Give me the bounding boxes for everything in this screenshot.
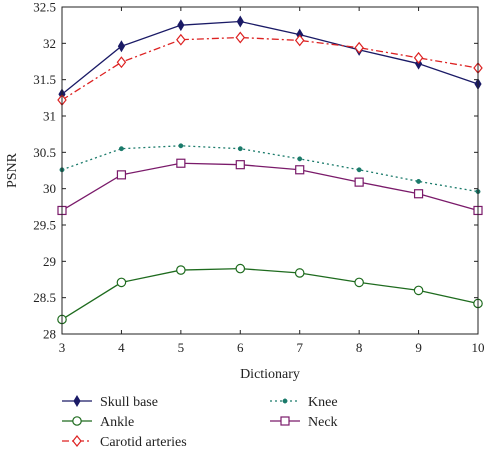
y-tick-label: 30 bbox=[43, 181, 56, 196]
series-neck bbox=[57, 158, 483, 216]
series-line bbox=[61, 267, 479, 321]
y-axis-label: PSNR bbox=[5, 152, 20, 188]
legend-marker bbox=[280, 416, 290, 426]
legend-label: Carotid arteries bbox=[100, 435, 187, 450]
data-point bbox=[118, 146, 124, 152]
data-point bbox=[297, 156, 303, 162]
series-ankle bbox=[57, 263, 483, 325]
legend-item: Carotid arteries bbox=[62, 435, 187, 450]
data-point bbox=[116, 170, 127, 180]
legend-item: Skull base bbox=[62, 395, 158, 410]
data-point bbox=[235, 31, 246, 44]
plot-area bbox=[57, 15, 483, 325]
series-line bbox=[61, 162, 479, 212]
x-tick-label: 6 bbox=[237, 340, 244, 355]
plot-frame bbox=[61, 6, 479, 335]
data-point bbox=[176, 158, 186, 168]
x-tick-label: 10 bbox=[472, 340, 484, 355]
data-point bbox=[294, 268, 305, 278]
legend-item: Knee bbox=[270, 395, 338, 410]
y-tick-label: 32.5 bbox=[33, 0, 56, 15]
y-tick-label: 28.5 bbox=[33, 290, 56, 305]
data-point bbox=[354, 277, 364, 288]
y-tick-label: 31.5 bbox=[33, 72, 56, 87]
data-point bbox=[116, 277, 127, 288]
data-point bbox=[354, 177, 364, 187]
data-point bbox=[235, 160, 245, 170]
data-point bbox=[117, 40, 126, 53]
y-tick-label: 29.5 bbox=[33, 218, 56, 233]
data-point bbox=[116, 56, 127, 69]
data-point bbox=[356, 167, 362, 173]
legend: Skull base Ankle Carotid arteries Knee Neck bbox=[62, 395, 338, 450]
axes: 3 4 5 6 7 8 9 10 28 28.5 29 29.5 30 30.5 31 31.5 32 32.5 bbox=[33, 0, 484, 355]
x-tick-label: 9 bbox=[415, 340, 422, 355]
data-point bbox=[295, 165, 305, 175]
data-point bbox=[176, 33, 186, 46]
data-point bbox=[236, 15, 244, 28]
series-line bbox=[61, 20, 479, 95]
y-tick-label: 30.5 bbox=[33, 145, 56, 160]
legend-item: Ankle bbox=[62, 415, 134, 430]
legend-label: Neck bbox=[308, 415, 338, 430]
legend-label: Ankle bbox=[100, 415, 134, 430]
x-tick-label: 4 bbox=[118, 340, 125, 355]
y-tick-label: 29 bbox=[43, 254, 56, 269]
data-point bbox=[354, 41, 364, 54]
x-tick-label: 8 bbox=[356, 340, 363, 355]
data-point bbox=[413, 285, 424, 296]
data-point bbox=[237, 146, 243, 152]
series-line bbox=[61, 36, 479, 101]
data-point bbox=[413, 189, 424, 199]
series-carotid-arteries bbox=[57, 31, 483, 106]
data-point bbox=[294, 34, 305, 47]
legend-marker bbox=[282, 398, 288, 404]
x-tick-label: 3 bbox=[59, 340, 66, 355]
legend-marker bbox=[72, 416, 82, 426]
data-point bbox=[178, 143, 184, 149]
y-tick-label: 31 bbox=[43, 109, 56, 124]
data-point bbox=[176, 265, 186, 275]
x-axis-label: Dictionary bbox=[240, 367, 300, 382]
legend-label: Knee bbox=[308, 395, 338, 410]
series-knee bbox=[59, 143, 481, 195]
y-tick-label: 32 bbox=[43, 36, 56, 51]
x-tick-label: 7 bbox=[296, 340, 303, 355]
legend-label: Skull base bbox=[100, 395, 158, 410]
series-line bbox=[61, 145, 479, 193]
legend-marker bbox=[73, 395, 81, 407]
data-point bbox=[413, 51, 424, 64]
data-point bbox=[416, 178, 422, 184]
data-point bbox=[177, 19, 185, 32]
data-point bbox=[235, 263, 246, 274]
y-tick-label: 28 bbox=[43, 327, 56, 342]
x-tick-label: 5 bbox=[178, 340, 185, 355]
legend-marker bbox=[72, 435, 82, 447]
legend-item: Neck bbox=[270, 415, 338, 430]
